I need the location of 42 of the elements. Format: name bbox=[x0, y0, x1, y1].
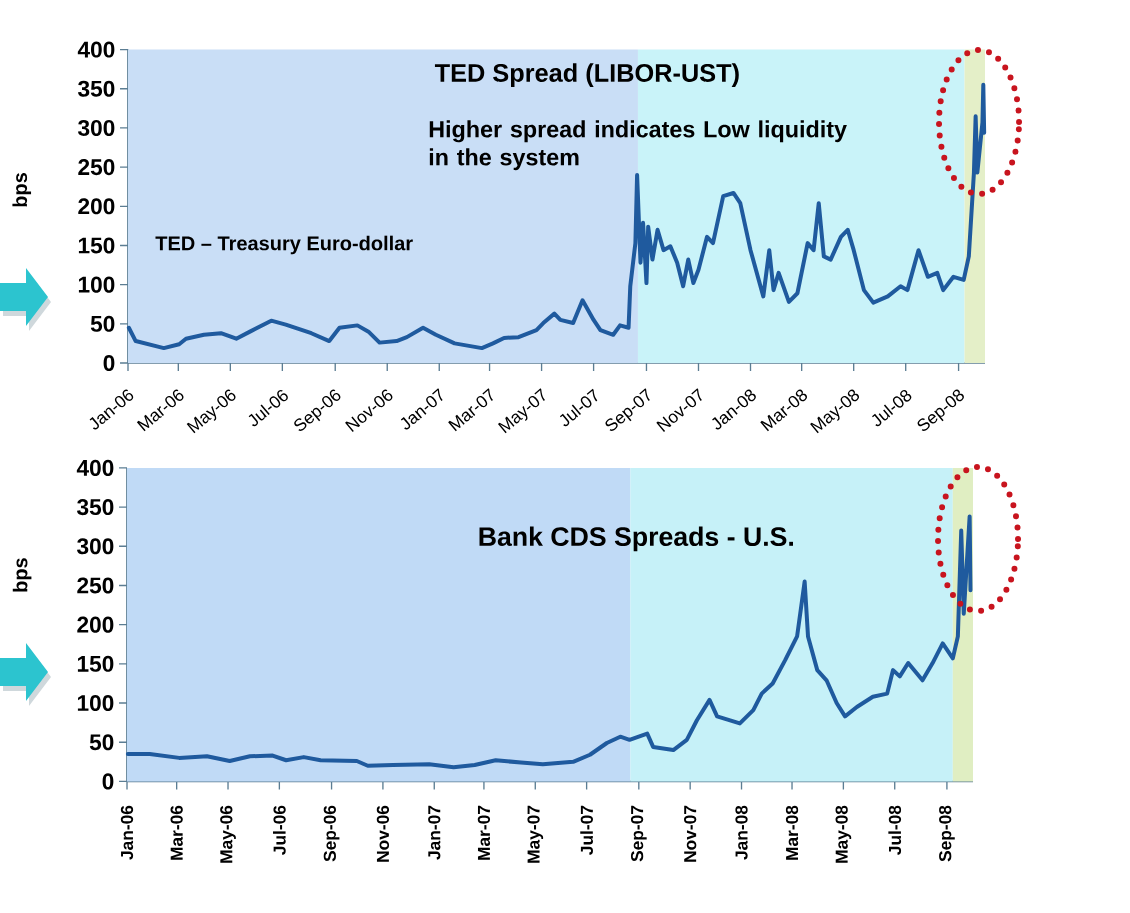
y-tick-label: 100 bbox=[77, 695, 114, 712]
y-tick-label: 250 bbox=[77, 577, 114, 594]
x-tick-label: Mar-06 bbox=[170, 805, 183, 860]
x-tick-label: Jan-07 bbox=[428, 805, 441, 860]
annotation: TED – Treasury Euro-dollar bbox=[155, 235, 413, 255]
y-tick-label: 0 bbox=[102, 773, 114, 790]
y-tick-label: 250 bbox=[78, 159, 115, 176]
y-tick-label: 50 bbox=[89, 734, 114, 751]
x-tick-label: Jan-08 bbox=[735, 805, 748, 860]
y-tick-label: 200 bbox=[77, 616, 114, 633]
y-tick-label: 200 bbox=[78, 198, 115, 215]
x-tick-label: Sep-06 bbox=[323, 805, 340, 862]
x-tick-label: Nov-06 bbox=[376, 805, 390, 862]
x-tick-label: May-07 bbox=[527, 805, 544, 863]
y-tick-label: 400 bbox=[76, 459, 114, 476]
y-tick-label: 300 bbox=[78, 119, 115, 136]
y-tick-label: 50 bbox=[90, 315, 115, 332]
y-tick-label: 350 bbox=[78, 80, 115, 97]
y-tick-label: 100 bbox=[78, 276, 115, 293]
text: TED Spread (LIBOR-UST) bbox=[434, 63, 739, 87]
x-tick-label: Jul-07 bbox=[580, 805, 593, 855]
y-tick-label: 300 bbox=[77, 538, 114, 555]
text: Bank CDS Spreads - U.S. bbox=[479, 526, 793, 552]
annotation: Higher spread indicates Low liquidity in the system bbox=[429, 120, 847, 171]
y-tick-label: 0 bbox=[103, 354, 115, 372]
x-tick-label: Nov-07 bbox=[684, 805, 697, 862]
y-tick-label: 150 bbox=[78, 237, 115, 254]
y-tick-label: 150 bbox=[77, 655, 114, 672]
x-tick-label: Mar-08 bbox=[785, 805, 799, 860]
y-axis-title: bps bbox=[12, 558, 32, 592]
y-tick-label: 400 bbox=[77, 41, 115, 58]
y-tick-label: 350 bbox=[77, 499, 114, 516]
x-tick-label: Mar-07 bbox=[477, 805, 491, 860]
x-tick-label: Sep-08 bbox=[939, 805, 955, 862]
x-tick-label: May-06 bbox=[220, 805, 236, 863]
x-tick-label: Sep-07 bbox=[630, 805, 647, 862]
y-axis-title: bps bbox=[12, 173, 32, 207]
x-tick-label: Jul-06 bbox=[272, 805, 286, 855]
x-tick-label: Jul-08 bbox=[888, 805, 902, 855]
line-series bbox=[125, 514, 973, 770]
x-tick-label: May-08 bbox=[835, 805, 852, 863]
x-tick-label: Jan-06 bbox=[120, 805, 134, 860]
